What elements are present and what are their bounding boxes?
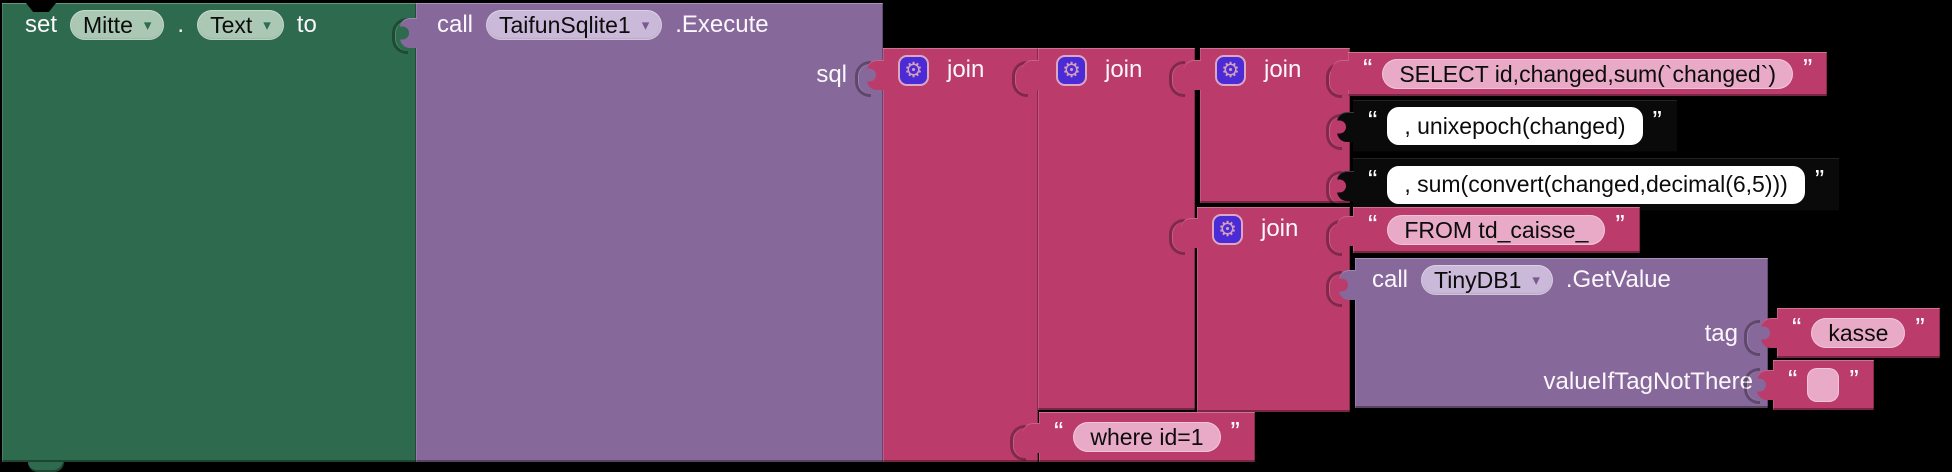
join-block-1[interactable]: ⚙ join xyxy=(867,48,1038,462)
text-block-empty[interactable]: “ ” xyxy=(1757,360,1874,410)
open-quote: “ xyxy=(1368,209,1378,240)
join-socket xyxy=(1010,425,1026,461)
close-quote: ” xyxy=(1615,209,1625,240)
open-quote: “ xyxy=(1788,364,1798,395)
component-dropdown-taifunsqlite1[interactable]: TaifunSqlite1 ▾ xyxy=(486,10,663,40)
call-tinydb-getvalue-block[interactable]: call TinyDB1 ▾ .GetValue tag valueIfTagN… xyxy=(1339,258,1768,408)
method-label: .GetValue xyxy=(1565,266,1671,293)
open-quote: “ xyxy=(1054,416,1064,447)
output-plug xyxy=(1761,318,1778,348)
mutator-gear-icon[interactable]: ⚙ xyxy=(898,54,929,86)
join-label: join xyxy=(1261,215,1299,242)
output-plug xyxy=(1184,60,1201,90)
join-socket xyxy=(1326,171,1342,207)
join-label: join xyxy=(947,56,985,83)
text-field-kasse[interactable]: kasse xyxy=(1811,318,1906,348)
property-dropdown-text[interactable]: Text ▾ xyxy=(197,10,284,40)
to-label: to xyxy=(296,11,317,38)
call-taifunsqlite-execute-block[interactable]: call TaifunSqlite1 ▾ .Execute sql xyxy=(400,3,883,462)
set-label: set xyxy=(25,11,58,38)
open-quote: “ xyxy=(1363,53,1373,84)
output-plug xyxy=(867,60,884,90)
output-plug xyxy=(1181,218,1198,248)
close-quote: ” xyxy=(1849,364,1859,395)
chevron-down-icon: ▾ xyxy=(143,17,152,34)
text-field-from[interactable]: FROM td_caisse_ xyxy=(1387,215,1606,245)
text-block-unixepoch[interactable]: “ , unixepoch(changed) ” xyxy=(1337,100,1677,152)
join-socket xyxy=(1326,271,1342,307)
close-quote: ” xyxy=(1803,53,1813,84)
value-socket xyxy=(392,18,408,54)
join-block-3[interactable]: ⚙ join xyxy=(1184,48,1350,207)
close-quote: ” xyxy=(1814,163,1825,195)
tag-param-label: tag xyxy=(1704,320,1738,347)
output-plug xyxy=(1023,423,1040,453)
text-field-select[interactable]: SELECT id,changed,sum(`changed`) xyxy=(1382,59,1794,89)
join-socket xyxy=(1012,61,1028,97)
output-plug xyxy=(400,18,417,48)
chevron-down-icon: ▾ xyxy=(1532,272,1540,289)
mutator-gear-icon[interactable]: ⚙ xyxy=(1212,213,1243,245)
text-field-unixepoch[interactable]: , unixepoch(changed) xyxy=(1387,107,1643,145)
chevron-down-icon: ▾ xyxy=(641,17,650,34)
output-plug xyxy=(1332,60,1349,90)
close-quote: ” xyxy=(1652,105,1662,136)
text-block-kasse[interactable]: “ kasse ” xyxy=(1761,308,1940,358)
join-socket xyxy=(1326,114,1342,150)
text-block-select[interactable]: “ SELECT id,changed,sum(`changed`) ” xyxy=(1332,52,1828,96)
mutator-gear-icon[interactable]: ⚙ xyxy=(1056,54,1087,86)
text-block-from[interactable]: “ FROM td_caisse_ ” xyxy=(1337,207,1640,253)
text-field-where[interactable]: where id=1 xyxy=(1073,422,1221,452)
previous-connector-notch xyxy=(26,3,56,12)
set-property-block[interactable]: set Mitte ▾ . Text ▾ to xyxy=(2,3,416,472)
value-socket xyxy=(1744,368,1760,404)
text-field-sum-convert[interactable]: , sum(convert(changed,decimal(6,5))) xyxy=(1387,165,1805,204)
component-dropdown-mitte[interactable]: Mitte ▾ xyxy=(70,10,165,40)
join-block-2[interactable]: ⚙ join xyxy=(1022,48,1195,410)
join-label: join xyxy=(1264,56,1302,83)
output-plug xyxy=(1757,370,1774,400)
join-socket xyxy=(1169,61,1185,97)
method-label: .Execute xyxy=(675,11,769,38)
call-label: call xyxy=(1372,266,1409,293)
open-quote: “ xyxy=(1368,163,1378,195)
sql-socket xyxy=(855,61,871,97)
output-plug xyxy=(1337,171,1354,201)
output-plug xyxy=(1337,216,1354,246)
tag-socket xyxy=(1744,320,1760,356)
text-field-empty[interactable] xyxy=(1807,368,1840,402)
chevron-down-icon: ▾ xyxy=(263,17,271,34)
open-quote: “ xyxy=(1792,312,1802,343)
call-label: call xyxy=(437,11,474,38)
join-label: join xyxy=(1105,56,1143,83)
output-plug xyxy=(1022,60,1039,90)
close-quote: ” xyxy=(1230,416,1240,447)
dot-separator: . xyxy=(177,11,185,38)
open-quote: “ xyxy=(1368,105,1378,136)
join-socket xyxy=(1326,220,1342,256)
text-block-sum-convert[interactable]: “ , sum(convert(changed,decimal(6,5))) ” xyxy=(1337,158,1840,211)
sql-param-label: sql xyxy=(816,61,847,88)
join-socket xyxy=(1169,219,1185,255)
output-plug xyxy=(1339,270,1356,300)
next-connector-tab xyxy=(28,462,64,472)
value-if-tag-not-there-param-label: valueIfTagNotThere xyxy=(1543,368,1753,395)
output-plug xyxy=(1337,112,1354,142)
close-quote: ” xyxy=(1915,312,1925,343)
text-block-where[interactable]: “ where id=1 ” xyxy=(1023,412,1255,462)
mutator-gear-icon[interactable]: ⚙ xyxy=(1215,54,1246,86)
component-dropdown-tinydb1[interactable]: TinyDB1 ▾ xyxy=(1421,265,1553,295)
join-block-4[interactable]: ⚙ join xyxy=(1181,207,1350,412)
